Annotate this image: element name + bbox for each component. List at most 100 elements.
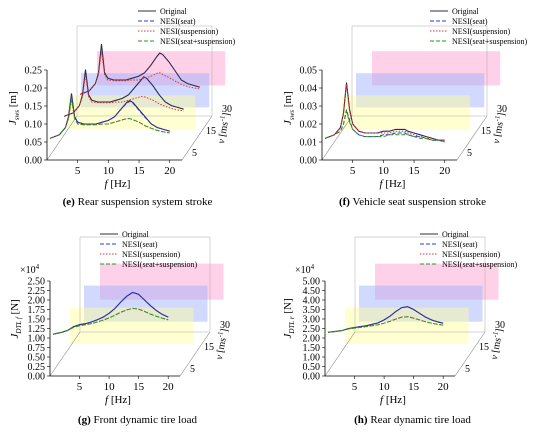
z-axis-label: v [ms-1] — [489, 112, 507, 145]
y-axis-label: Jsws [m] — [7, 91, 21, 125]
z-tick-label: 5 — [190, 364, 195, 375]
y-tick-label: 0.25 — [25, 66, 43, 77]
y-axis-label-symbol: J — [9, 333, 21, 339]
y-tick-label: 0.25 — [28, 362, 46, 373]
caption-letter: (g) — [77, 414, 91, 426]
y-tick-label: 0.20 — [25, 84, 43, 95]
y-axis-label: JDTL f [N] — [9, 299, 23, 338]
z-axis-label: v [ms-1] — [212, 328, 230, 361]
x-tick-label: 20 — [163, 381, 175, 393]
z-tick-label: 15 — [204, 342, 214, 353]
x-tick-label: 20 — [438, 381, 450, 393]
caption-e: (e) Rear suspension system stroke — [0, 196, 275, 208]
y-tick-label: 2.00 — [28, 296, 46, 307]
legend-label: NESI(seat) — [442, 240, 478, 249]
y-tick-label: 0.50 — [303, 362, 321, 373]
legend-label: NESI(seat+suspension) — [452, 37, 528, 46]
x-tick-label: 10 — [378, 165, 390, 177]
y-tick-label: 0.00 — [303, 372, 321, 383]
z-tick-label: 15 — [479, 342, 489, 353]
y-axis-label: JDTL r [N] — [282, 298, 296, 338]
z-axis-label-symbol: v — [491, 138, 503, 145]
y-tick-label: 0.00 — [25, 156, 43, 167]
x-tick-label: 10 — [379, 381, 391, 393]
z-tick-label: 5 — [467, 148, 472, 159]
x-axis-label: f [Hz] — [380, 394, 406, 406]
y-axis-label: Jsws [m] — [282, 91, 296, 125]
z-axis-label-sup: -1 — [493, 114, 502, 122]
legend-label: NESI(suspension) — [160, 27, 219, 36]
z-axis-label-unit: [ms — [217, 121, 231, 140]
caption-text: Rear suspension system stroke — [77, 196, 213, 208]
z-axis-label-symbol: v — [214, 354, 226, 361]
y-axis-label-symbol: J — [282, 119, 294, 125]
x-axis-label-unit: [Hz] — [108, 178, 131, 190]
z-axis-label-tail: ] — [496, 112, 507, 117]
z-axis-line — [49, 331, 81, 377]
caption-letter: (h) — [354, 414, 368, 426]
caption-g: (g) Front dynamic tire load — [0, 414, 275, 426]
series-line — [324, 84, 445, 141]
chart-panel-f: 0.00 0.01 0.02 0.03 0.04 0.05 5 10 15 20 f [Hz] 5 15… — [275, 0, 550, 216]
legend-label: NESI(seat+suspension) — [442, 260, 518, 269]
y-tick-label: 2.00 — [303, 334, 321, 345]
x-tick-label: 20 — [164, 165, 176, 177]
y-tick-label: 1.00 — [303, 353, 321, 364]
legend-label: NESI(seat) — [160, 17, 196, 26]
x-tick-label: 10 — [104, 381, 116, 393]
z-axis-line — [456, 115, 488, 161]
x-tick-label: 15 — [408, 381, 420, 393]
x-tick-label: 15 — [133, 381, 145, 393]
y-tick-label: 0.15 — [25, 102, 43, 113]
x-axis-label: f [Hz] — [105, 394, 131, 406]
y-tick-label: 0.03 — [300, 102, 318, 113]
velocity-plane-band — [100, 263, 224, 300]
y-axis-label-unit: [m] — [282, 91, 294, 110]
legend-label: NESI(seat) — [122, 240, 158, 249]
x-tick-label: 15 — [134, 165, 146, 177]
z-axis-label: v [ms-1] — [214, 112, 232, 145]
velocity-plane-band — [372, 51, 501, 86]
z-axis-label-sup: -1 — [216, 330, 225, 338]
y-tick-label: 4.50 — [303, 286, 321, 297]
legend-label: Original — [160, 7, 187, 16]
series-line — [327, 306, 444, 333]
y-tick-label: 3.50 — [303, 305, 321, 316]
x-axis-label-symbol: f — [380, 178, 385, 190]
z-axis-line — [454, 331, 486, 377]
y-tick-label: 5.00 — [303, 277, 321, 288]
x-axis-label-symbol: f — [380, 394, 385, 406]
velocity-plane-band — [359, 285, 483, 322]
y-tick-label: 0.75 — [28, 343, 46, 354]
y-axis-label-sub: sws — [13, 110, 21, 120]
z-tick-label: 30 — [497, 104, 507, 115]
y-tick-label: 4.00 — [303, 296, 321, 307]
chart-svg-h: 0.000.501.001.502.002.503.003.504.004.50… — [282, 230, 518, 406]
y-tick-label: 0.10 — [25, 120, 43, 131]
z-axis-line — [179, 331, 211, 377]
y-tick-label: 1.50 — [303, 343, 321, 354]
z-axis-label-tail: ] — [494, 328, 505, 333]
z-axis-label-unit: [ms — [215, 337, 229, 356]
legend-label: NESI(seat+suspension) — [122, 260, 198, 269]
x-tick-label: 10 — [103, 165, 115, 177]
y-axis-label-unit: [N] — [9, 299, 21, 317]
series-line — [52, 291, 169, 335]
legend-label: Original — [452, 7, 479, 16]
legend-label: NESI(seat+suspension) — [160, 37, 236, 46]
series-line — [52, 307, 169, 335]
x-tick-label: 5 — [352, 381, 358, 393]
chart-panel-h: 0.00 0.50 1.00 1.50 2.00 2.50 3.00 3.50 4.00 4.50… — [275, 216, 550, 432]
y-axis-label-sub: sws — [288, 110, 296, 120]
y-tick-label: 3.00 — [303, 315, 321, 326]
chart-svg-g: 0.000.250.500.751.001.251.501.752.002.25… — [9, 230, 230, 406]
x-axis-label: f [Hz] — [105, 178, 131, 190]
series-line — [49, 98, 170, 139]
z-axis-label: v [ms-1] — [487, 328, 505, 361]
x-axis-label-unit: [Hz] — [108, 394, 131, 406]
z-axis-line — [46, 115, 78, 161]
chart-svg-f: 0.00 0.01 0.02 0.03 0.04 0.05 5 10 15 20 f [Hz] 5 15… — [282, 7, 528, 190]
chart-panel-e: 0.00 0.05 0.10 0.15 0.20 0.25 5 10 15 20 f [Hz] 5 15… — [0, 0, 275, 216]
x-tick-label: 5 — [75, 165, 81, 177]
x-axis-label-symbol: f — [105, 178, 110, 190]
